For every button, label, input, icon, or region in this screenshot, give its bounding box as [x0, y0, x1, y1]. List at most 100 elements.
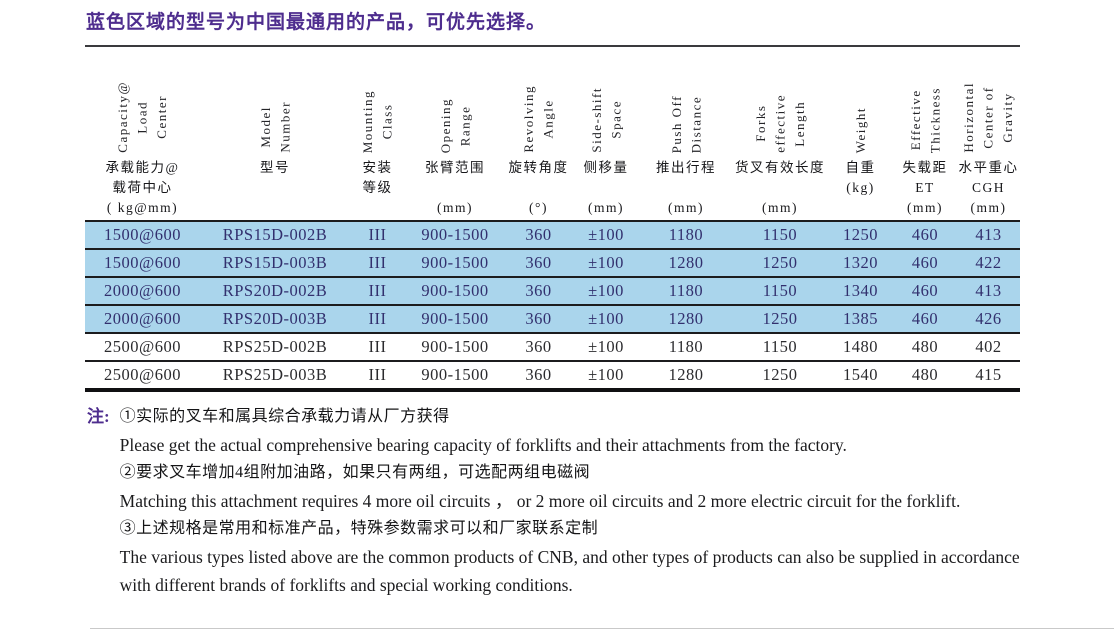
column-header-en-text: Side-shift Space: [588, 87, 624, 153]
column-header-en-rotated: Side-shift Space: [572, 53, 640, 153]
cell-r2-c6: 1180: [640, 277, 732, 306]
cell-r4-c1: RPS25D-002B: [200, 333, 350, 362]
column-header-1: Model Number 型号: [200, 47, 350, 222]
column-header-en-rotated: Push Off Distance: [640, 53, 732, 153]
column-header-en-rotated: Effective Thickness: [893, 53, 957, 153]
column-header-zh: 自重: [845, 160, 876, 175]
spec-table-container: Capacity@ Load Center 承载能力@ 载荷中心 ( kg@mm) Mo…: [85, 47, 1020, 392]
column-header-7: Forks effective Length 货叉有效长度 (mm): [732, 47, 828, 222]
cell-r5-c5: ±100: [572, 361, 640, 392]
table-row-5: 2500@600 RPS25D-003B III 900-1500 360 ±100 128…: [85, 361, 1020, 392]
column-header-8: Weight 自重 (kg): [828, 47, 893, 222]
cell-r5-c3: 900-1500: [405, 361, 505, 392]
column-header-6: Push Off Distance 推出行程 (mm): [640, 47, 732, 222]
cell-r5-c2: III: [350, 361, 405, 392]
column-header-zh: 承载能力@: [105, 160, 180, 175]
column-header-line2: 载荷中心: [112, 180, 173, 195]
column-header-en-rotated: Forks effective Length: [732, 53, 828, 153]
cell-r2-c9: 460: [893, 277, 957, 306]
cell-r1-c6: 1280: [640, 249, 732, 278]
title-divider: [85, 45, 1020, 47]
cell-r2-c2: III: [350, 277, 405, 306]
cell-r0-c8: 1250: [828, 221, 893, 250]
cell-r0-c9: 460: [893, 221, 957, 250]
column-header-zh: 货叉有效长度: [735, 160, 825, 175]
notes-body: ①实际的叉车和属具综合承载力请从厂方获得 Please get the actua…: [120, 403, 1037, 599]
notes-section: 注: ①实际的叉车和属具综合承载力请从厂方获得 Please get the ac…: [87, 403, 1037, 599]
cell-r3-c8: 1385: [828, 305, 893, 334]
column-header-zh: 侧移量: [583, 160, 629, 175]
column-header-9: Effective Thickness 失载距 ET (mm): [893, 47, 957, 222]
cell-r0-c3: 900-1500: [405, 221, 505, 250]
cell-r3-c4: 360: [505, 305, 572, 334]
cell-r1-c10: 422: [957, 249, 1020, 278]
cell-r1-c9: 460: [893, 249, 957, 278]
column-header-4: Revolving Angle 旋转角度 (°): [505, 47, 572, 222]
cell-r4-c2: III: [350, 333, 405, 362]
column-header-en-text: Push Off Distance: [668, 94, 704, 153]
note-3-en: The various types listed above are the c…: [119, 547, 1020, 595]
column-header-0: Capacity@ Load Center 承载能力@ 载荷中心 ( kg@mm): [85, 47, 200, 222]
cell-r3-c7: 1250: [732, 305, 828, 334]
column-header-unit: (mm): [907, 200, 943, 215]
cell-r0-c2: III: [350, 221, 405, 250]
column-header-en-rotated: Weight: [828, 53, 893, 153]
column-header-en-text: Effective Thickness: [907, 86, 943, 153]
column-header-zh: 张臂范围: [425, 160, 485, 175]
cell-r4-c5: ±100: [572, 333, 640, 362]
cell-r1-c5: ±100: [572, 249, 640, 278]
cell-r5-c8: 1540: [828, 361, 893, 392]
column-header-line2: CGH: [971, 180, 1005, 195]
column-header-zh: 失载距: [902, 160, 948, 175]
cell-r2-c10: 413: [957, 277, 1020, 306]
column-header-unit: [350, 198, 405, 218]
cell-r0-c10: 413: [957, 221, 1020, 250]
cell-r5-c0: 2500@600: [85, 361, 200, 392]
column-header-en-rotated: Capacity@ Load Center: [85, 53, 200, 153]
column-header-en-rotated: Mounting Class: [350, 53, 405, 153]
column-header-10: Horizontal Center of Gravity 水平重心 CGH (mm): [957, 47, 1020, 222]
cell-r4-c0: 2500@600: [85, 333, 200, 362]
cell-r1-c8: 1320: [828, 249, 893, 278]
column-header-unit: (mm): [970, 200, 1007, 215]
table-row-0-highlighted: 1500@600 RPS15D-002B III 900-1500 360 ±100 118…: [85, 221, 1020, 250]
column-header-unit: (mm): [762, 200, 798, 215]
cell-r2-c3: 900-1500: [405, 277, 505, 306]
column-header-unit: [828, 198, 893, 218]
column-header-line2: [640, 178, 732, 198]
column-header-unit: [200, 198, 350, 218]
column-header-unit: (°): [529, 200, 548, 215]
cell-r5-c6: 1280: [640, 361, 732, 392]
column-header-en-text: Horizontal Center of Gravity: [961, 82, 1016, 153]
cell-r5-c10: 415: [957, 361, 1020, 392]
cell-r3-c9: 460: [893, 305, 957, 334]
note-3-zh: ③上述规格是常用和标准产品，特殊参数需求可以和厂家联系定制: [119, 520, 599, 537]
column-header-line2: (kg): [846, 180, 875, 195]
cell-r4-c9: 480: [893, 333, 957, 362]
column-header-en-text: Capacity@ Load Center: [115, 81, 170, 153]
cell-r5-c9: 480: [893, 361, 957, 392]
column-header-line2: [572, 178, 640, 198]
page-title: 蓝色区域的型号为中国最通用的产品，可优先选择。: [86, 12, 547, 33]
column-header-en-rotated: Revolving Angle: [505, 53, 572, 153]
cell-r3-c5: ±100: [572, 305, 640, 334]
notes-label: 注:: [87, 407, 110, 426]
column-header-line2: ET: [915, 180, 935, 195]
cell-r3-c0: 2000@600: [85, 305, 200, 334]
cell-r4-c7: 1150: [732, 333, 828, 362]
column-header-unit: (mm): [437, 200, 473, 215]
cell-r1-c4: 360: [505, 249, 572, 278]
cell-r3-c3: 900-1500: [405, 305, 505, 334]
table-header-row: Capacity@ Load Center 承载能力@ 载荷中心 ( kg@mm) Mo…: [85, 47, 1020, 222]
note-1-zh: ①实际的叉车和属具综合承载力请从厂方获得: [119, 408, 450, 425]
cell-r5-c7: 1250: [732, 361, 828, 392]
cell-r1-c0: 1500@600: [85, 249, 200, 278]
table-row-4: 2500@600 RPS25D-002B III 900-1500 360 ±100 118…: [85, 333, 1020, 362]
cell-r3-c6: 1280: [640, 305, 732, 334]
cell-r5-c1: RPS25D-003B: [200, 361, 350, 392]
cell-r0-c5: ±100: [572, 221, 640, 250]
note-2-zh: ②要求叉车增加4组附加油路，如果只有两组，可选配两组电磁阀: [119, 464, 591, 481]
cell-r0-c4: 360: [505, 221, 572, 250]
cell-r4-c3: 900-1500: [405, 333, 505, 362]
